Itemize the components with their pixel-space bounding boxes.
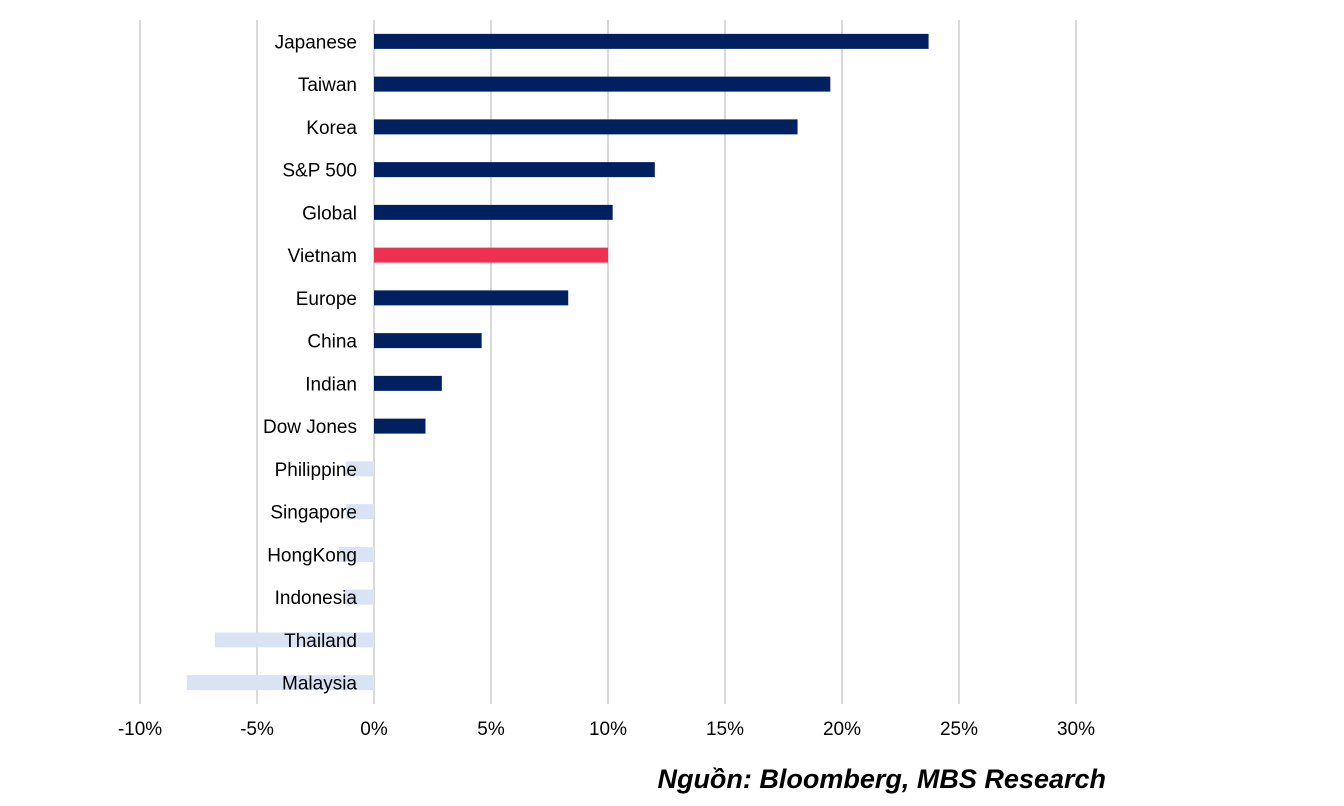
bar-vietnam [374, 247, 608, 263]
category-label: Korea [306, 118, 357, 139]
x-tick-label: 10% [589, 719, 627, 740]
category-label: HongKong [267, 545, 357, 566]
category-label: Philippine [275, 460, 357, 481]
x-tick-label: 30% [1057, 719, 1095, 740]
x-tick-label: -5% [240, 719, 274, 740]
category-label: Global [302, 203, 357, 224]
bar-malaysia [186, 675, 374, 691]
source-note: Nguồn: Bloomberg, MBS Research [657, 764, 1106, 794]
bar-china [374, 333, 482, 349]
category-label: Europe [296, 289, 357, 310]
category-label: Malaysia [282, 674, 357, 695]
category-labels: Japanese Taiwan Korea S&P 500 Global Vietnam E… [263, 32, 357, 694]
category-label: China [307, 332, 357, 353]
bar-dow-jones [374, 418, 426, 434]
category-label: Indonesia [275, 588, 358, 609]
bar-taiwan [374, 76, 831, 92]
x-tick-label: 20% [823, 719, 861, 740]
x-tick-label: 5% [477, 719, 505, 740]
bar-indian [374, 375, 442, 391]
category-label: Japanese [275, 32, 357, 53]
bar-thailand [214, 632, 374, 648]
x-tick-label: 25% [940, 719, 978, 740]
category-label: S&P 500 [282, 161, 357, 182]
bar-japanese [374, 33, 929, 49]
x-axis-tick-labels: -10% -5% 0% 5% 10% 15% 20% 25% 30% [118, 719, 1095, 740]
category-label: Thailand [284, 631, 357, 652]
x-tick-label: -10% [118, 719, 162, 740]
bar-singapore [345, 504, 374, 520]
bar-indonesia [345, 589, 374, 605]
category-label: Indian [305, 374, 357, 395]
category-label: Singapore [270, 503, 357, 524]
bar-europe [374, 290, 569, 306]
x-tick-label: 0% [360, 719, 388, 740]
category-label: Dow Jones [263, 417, 357, 438]
bar-global [374, 204, 613, 220]
bar-s-p-500 [374, 162, 655, 178]
x-tick-label: 15% [706, 719, 744, 740]
category-label: Taiwan [298, 75, 357, 96]
bar-hongkong [338, 546, 374, 562]
bar-korea [374, 119, 798, 135]
bar-philippine [345, 461, 374, 477]
bars [186, 33, 929, 691]
category-label: Vietnam [288, 246, 357, 267]
